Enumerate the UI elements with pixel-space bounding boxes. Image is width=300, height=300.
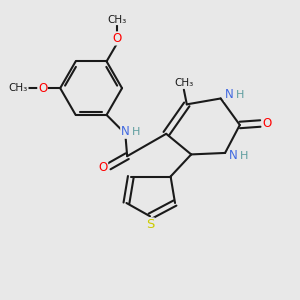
- Text: O: O: [112, 32, 122, 45]
- Text: H: H: [236, 90, 244, 100]
- Text: N: N: [224, 88, 233, 101]
- Text: O: O: [98, 161, 108, 174]
- Text: N: N: [229, 149, 238, 162]
- Text: CH₃: CH₃: [9, 83, 28, 93]
- Text: H: H: [240, 151, 249, 161]
- Text: O: O: [38, 82, 47, 95]
- Text: O: O: [262, 117, 272, 130]
- Text: N: N: [121, 125, 130, 138]
- Text: H: H: [132, 127, 140, 137]
- Text: S: S: [146, 218, 154, 231]
- Text: CH₃: CH₃: [107, 15, 127, 25]
- Text: CH₃: CH₃: [174, 78, 194, 88]
